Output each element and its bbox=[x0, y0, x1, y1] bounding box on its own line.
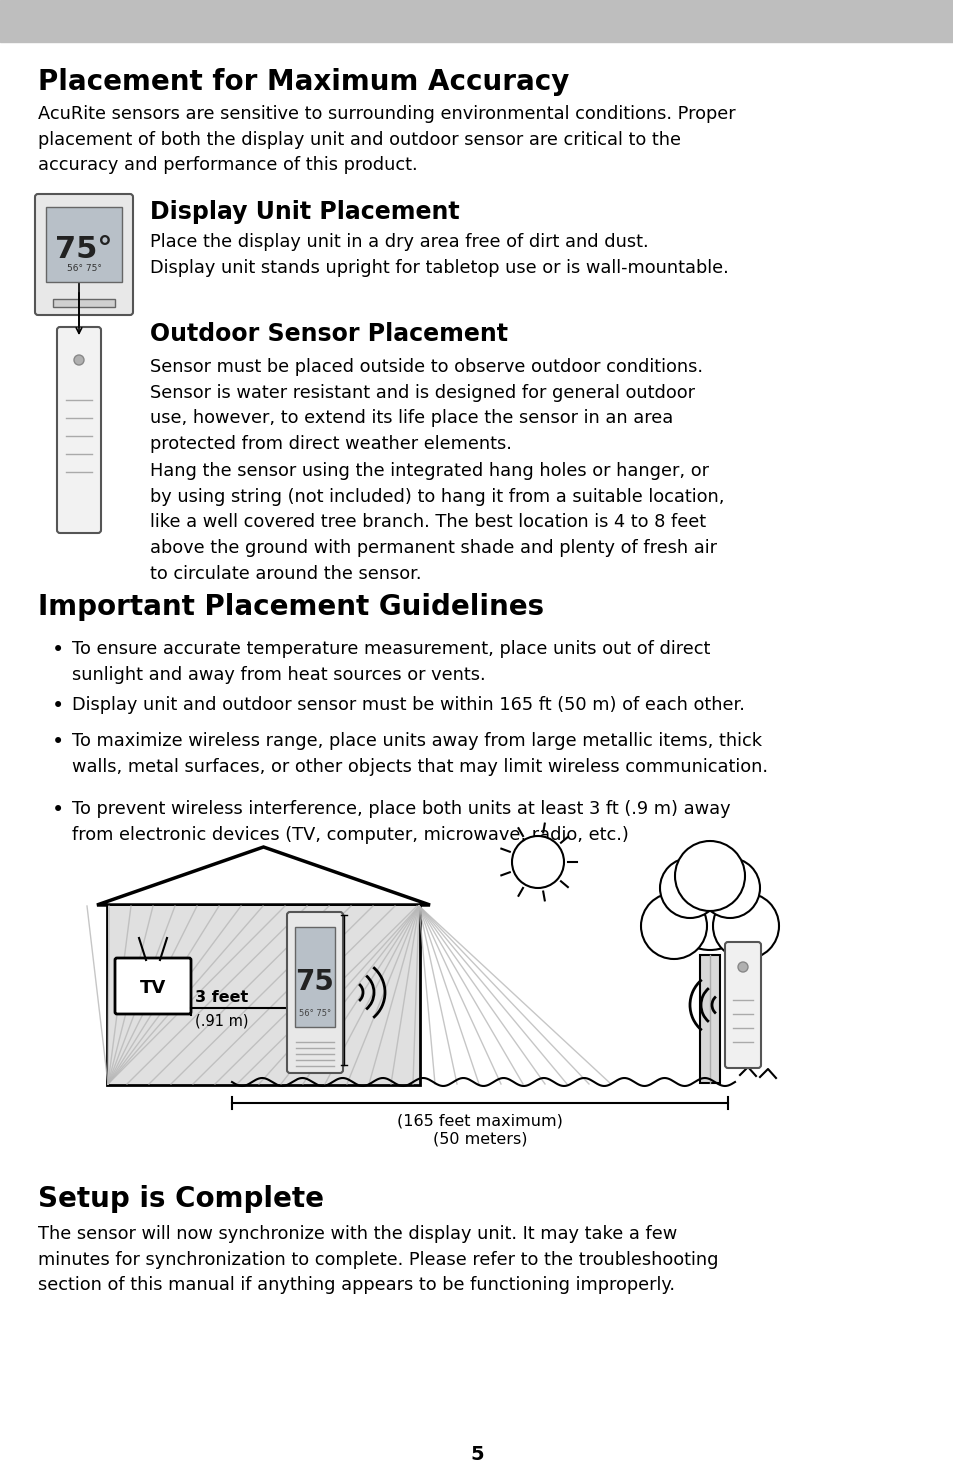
Text: The sensor will now synchronize with the display unit. It may take a few
minutes: The sensor will now synchronize with the… bbox=[38, 1226, 718, 1295]
Text: Outdoor Sensor Placement: Outdoor Sensor Placement bbox=[150, 322, 507, 347]
FancyBboxPatch shape bbox=[35, 195, 132, 316]
Text: Display Unit Placement: Display Unit Placement bbox=[150, 201, 459, 224]
Bar bbox=[53, 299, 115, 307]
Circle shape bbox=[659, 858, 720, 917]
Text: 56° 75°: 56° 75° bbox=[298, 1009, 331, 1018]
Bar bbox=[46, 207, 122, 282]
Text: (50 meters): (50 meters) bbox=[433, 1131, 527, 1146]
Text: 5: 5 bbox=[470, 1446, 483, 1465]
Circle shape bbox=[712, 892, 779, 959]
Text: •: • bbox=[52, 696, 64, 715]
Text: To ensure accurate temperature measurement, place units out of direct
sunlight a: To ensure accurate temperature measureme… bbox=[71, 640, 710, 684]
Text: Hang the sensor using the integrated hang holes or hanger, or
by using string (n: Hang the sensor using the integrated han… bbox=[150, 462, 723, 583]
Text: •: • bbox=[52, 640, 64, 659]
Text: 56° 75°: 56° 75° bbox=[67, 264, 101, 273]
Circle shape bbox=[667, 866, 751, 950]
Text: Setup is Complete: Setup is Complete bbox=[38, 1184, 324, 1212]
Text: •: • bbox=[52, 732, 64, 752]
Text: Display unit and outdoor sensor must be within 165 ft (50 m) of each other.: Display unit and outdoor sensor must be … bbox=[71, 696, 744, 714]
Circle shape bbox=[738, 962, 747, 972]
Circle shape bbox=[700, 858, 760, 917]
Text: Place the display unit in a dry area free of dirt and dust.
Display unit stands : Place the display unit in a dry area fre… bbox=[150, 233, 728, 277]
Bar bbox=[108, 906, 418, 1084]
Bar bbox=[108, 906, 418, 1084]
FancyBboxPatch shape bbox=[287, 912, 343, 1072]
Text: •: • bbox=[52, 799, 64, 820]
Text: (.91 m): (.91 m) bbox=[194, 1013, 248, 1028]
Text: 75: 75 bbox=[295, 968, 335, 996]
Text: Sensor must be placed outside to observe outdoor conditions.
Sensor is water res: Sensor must be placed outside to observe… bbox=[150, 358, 702, 453]
Bar bbox=[0, 0, 953, 41]
FancyBboxPatch shape bbox=[724, 943, 760, 1068]
Text: To maximize wireless range, place units away from large metallic items, thick
wa: To maximize wireless range, place units … bbox=[71, 732, 767, 776]
Circle shape bbox=[74, 355, 84, 364]
Bar bbox=[700, 954, 720, 1083]
Circle shape bbox=[640, 892, 706, 959]
Bar bbox=[107, 906, 419, 1086]
Text: (165 feet maximum): (165 feet maximum) bbox=[396, 1114, 562, 1128]
Text: Important Placement Guidelines: Important Placement Guidelines bbox=[38, 593, 543, 621]
Circle shape bbox=[512, 836, 563, 888]
Bar bbox=[294, 926, 335, 1027]
FancyBboxPatch shape bbox=[115, 957, 191, 1013]
Text: 3 feet: 3 feet bbox=[194, 990, 248, 1004]
Text: To prevent wireless interference, place both units at least 3 ft (.9 m) away
fro: To prevent wireless interference, place … bbox=[71, 799, 730, 844]
Text: Placement for Maximum Accuracy: Placement for Maximum Accuracy bbox=[38, 68, 569, 96]
FancyBboxPatch shape bbox=[57, 327, 101, 532]
Circle shape bbox=[675, 841, 744, 912]
Text: AcuRite sensors are sensitive to surrounding environmental conditions. Proper
pl: AcuRite sensors are sensitive to surroun… bbox=[38, 105, 735, 174]
Text: TV: TV bbox=[140, 979, 166, 997]
Text: 75°: 75° bbox=[55, 235, 112, 264]
